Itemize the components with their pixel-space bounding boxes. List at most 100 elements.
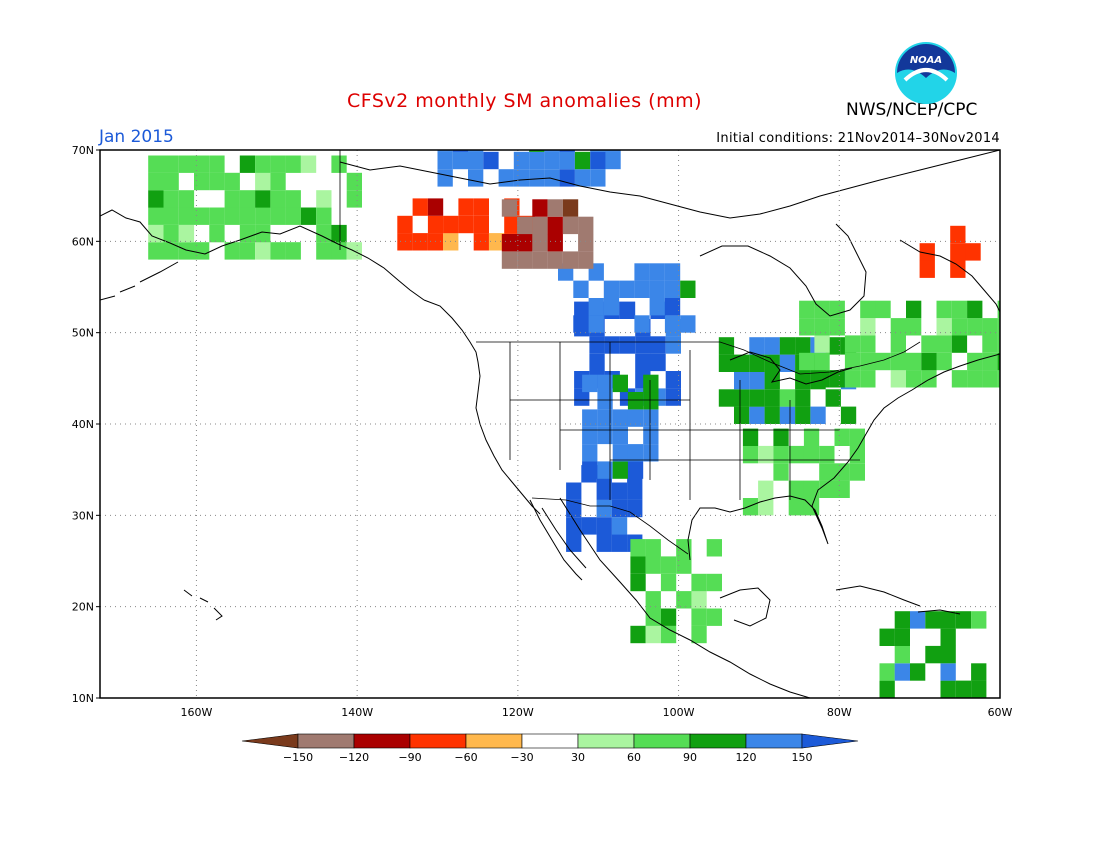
anomaly-cell xyxy=(799,352,815,371)
anomaly-cell xyxy=(630,556,646,574)
anomaly-cell xyxy=(951,318,968,336)
anomaly-cell xyxy=(224,242,240,260)
lat-label: 10N xyxy=(72,692,94,705)
anomaly-cell xyxy=(504,215,520,234)
anomaly-cell xyxy=(819,480,835,498)
anomaly-cell xyxy=(844,335,861,353)
anomaly-cell xyxy=(473,198,489,216)
anomaly-cell xyxy=(589,336,605,354)
anomaly-cell xyxy=(148,190,164,208)
anomaly-cell xyxy=(955,680,972,698)
anomaly-cell xyxy=(795,406,811,424)
anomaly-cell xyxy=(559,150,575,152)
anomaly-cell xyxy=(764,389,780,407)
anomaly-cell xyxy=(950,260,966,278)
anomaly-cell xyxy=(529,151,545,170)
anomaly-cell xyxy=(285,207,301,225)
anomaly-cell xyxy=(501,251,518,269)
anomaly-cell xyxy=(634,315,650,333)
anomaly-cell xyxy=(473,233,489,251)
anomaly-cell xyxy=(255,242,271,260)
anomaly-cell xyxy=(270,155,286,173)
anomaly-cell xyxy=(224,190,240,208)
colorbar: −150 −120 −90 −60 −30 30 60 90 120 150 xyxy=(241,733,859,764)
anomaly-cell xyxy=(285,155,301,173)
anomaly-cell xyxy=(734,389,750,407)
anomaly-cell xyxy=(795,337,811,355)
anomaly-cell xyxy=(819,445,835,464)
lon-label: 160W xyxy=(180,706,212,719)
anomaly-cell xyxy=(664,263,681,281)
anomaly-cell xyxy=(773,445,789,464)
us-mexico-border xyxy=(531,497,689,555)
anomaly-cell xyxy=(501,234,518,252)
anomaly-cell xyxy=(814,318,830,336)
anomaly-cell xyxy=(906,300,922,319)
anomaly-cell xyxy=(604,336,620,354)
anomaly-cell xyxy=(547,216,563,235)
lon-label: 120W xyxy=(502,706,534,719)
anomaly-cell xyxy=(255,207,271,225)
anomaly-cell xyxy=(619,301,636,319)
anomaly-cell xyxy=(627,482,643,500)
anomaly-cell xyxy=(997,318,1000,336)
anomaly-cell xyxy=(331,155,347,173)
anomaly-cell xyxy=(814,352,830,371)
anomaly-cell xyxy=(803,445,820,464)
anomaly-cell xyxy=(764,337,780,355)
anomaly-cell xyxy=(814,370,830,388)
anomaly-cell xyxy=(635,353,651,372)
anomaly-cell xyxy=(645,608,661,626)
anomaly-cell xyxy=(627,499,643,518)
anomaly-cell xyxy=(910,663,926,681)
anomaly-cell xyxy=(665,371,681,389)
anomaly-cell xyxy=(643,409,659,427)
anomaly-cell xyxy=(612,461,628,479)
anomaly-cell xyxy=(597,409,613,427)
latitude-labels: 70N 60N 50N 40N 30N 20N 10N xyxy=(72,144,94,705)
anomaly-cell xyxy=(346,172,362,191)
west-coast xyxy=(423,299,541,515)
anomaly-cell xyxy=(209,224,225,243)
anomaly-cell xyxy=(581,517,597,535)
anomaly-cell xyxy=(603,280,620,298)
anomaly-cell xyxy=(498,169,514,187)
anomaly-cell xyxy=(270,172,286,191)
anomaly-cell xyxy=(285,242,301,260)
anomaly-cell xyxy=(427,198,444,216)
colorbar-swatch xyxy=(633,733,691,749)
anomaly-cell xyxy=(665,336,681,354)
anomaly-cell xyxy=(860,352,876,371)
anomaly-cell xyxy=(559,151,575,170)
us-canada-border xyxy=(476,341,921,375)
anomaly-cell xyxy=(270,190,286,208)
anomaly-cell xyxy=(578,251,594,269)
anomaly-cell xyxy=(645,591,661,609)
anomaly-cell xyxy=(834,480,850,498)
anomaly-cell xyxy=(803,480,820,498)
anomaly-cell xyxy=(936,318,952,336)
anomaly-cell xyxy=(764,406,780,424)
anomaly-cell xyxy=(860,335,876,353)
anomaly-cell xyxy=(316,190,332,208)
anomaly-cell xyxy=(452,151,469,170)
anomaly-cell xyxy=(596,517,612,535)
anomaly-cell xyxy=(894,645,910,664)
anomaly-cell xyxy=(825,389,841,407)
colorbar-swatch xyxy=(577,733,635,749)
lat-label: 70N xyxy=(72,144,94,157)
anomaly-cell xyxy=(612,409,628,427)
colorbar-label: −120 xyxy=(339,751,369,764)
anomaly-cell xyxy=(734,371,750,390)
anomaly-cell xyxy=(574,301,590,319)
anomaly-cell xyxy=(860,370,876,388)
anomaly-cell xyxy=(706,573,722,592)
anomaly-cell xyxy=(224,207,240,225)
political-borders xyxy=(339,150,921,555)
anomaly-cell xyxy=(578,216,594,235)
anomaly-cell xyxy=(810,406,826,424)
anomaly-cell xyxy=(635,336,651,354)
anomaly-cell xyxy=(664,298,681,316)
anomaly-cell xyxy=(627,444,644,462)
